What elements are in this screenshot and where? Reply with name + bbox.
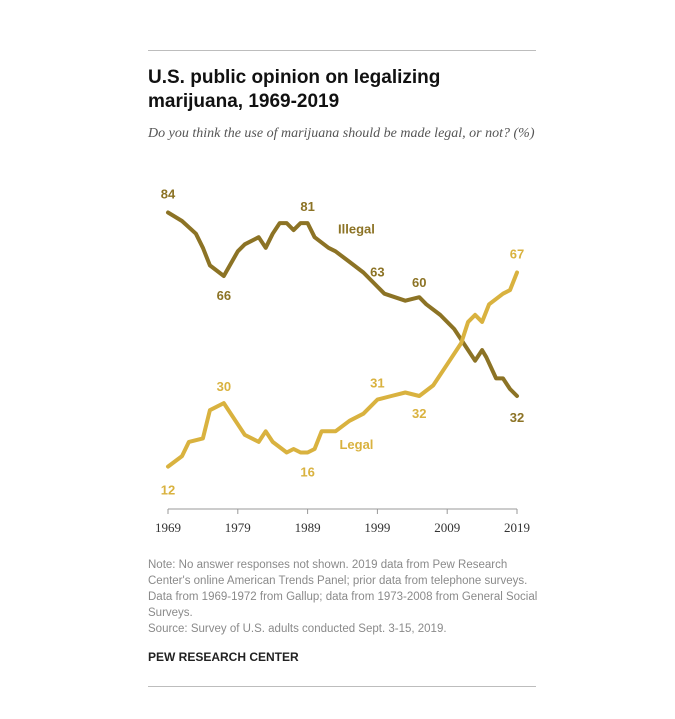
x-tick-label: 2009 [434, 520, 460, 535]
x-tick-label: 1979 [225, 520, 251, 535]
x-tick-label: 1999 [364, 520, 390, 535]
top-rule [148, 50, 536, 51]
chart-note: Note: No answer responses not shown. 201… [148, 557, 538, 637]
data-label: 81 [300, 199, 314, 214]
brand-label: PEW RESEARCH CENTER [148, 650, 299, 664]
x-tick-label: 1969 [155, 520, 181, 535]
x-tick-label: 1989 [295, 520, 321, 535]
data-label: 63 [370, 265, 384, 280]
data-label: 67 [510, 246, 524, 261]
chart-title: U.S. public opinion on legalizing mariju… [148, 67, 441, 112]
note-text: Note: No answer responses not shown. 201… [148, 559, 538, 619]
series-label-illegal: Illegal [338, 222, 375, 237]
data-label: 32 [412, 406, 426, 421]
source-text: Source: Survey of U.S. adults conducted … [148, 623, 447, 635]
bottom-rule [148, 686, 536, 687]
data-label: 12 [161, 483, 175, 498]
data-label: 32 [510, 410, 524, 425]
series-label-legal: Legal [339, 437, 373, 452]
data-label: 60 [412, 275, 426, 290]
data-label: 66 [217, 288, 231, 303]
data-label: 16 [300, 465, 314, 480]
data-label: 84 [161, 186, 176, 201]
data-label: 30 [217, 379, 231, 394]
data-label: 31 [370, 376, 384, 391]
series-line-illegal [166, 210, 519, 398]
x-tick-label: 2019 [504, 520, 530, 535]
series-line-legal [166, 270, 519, 469]
chart-subtitle: Do you think the use of marijuana should… [148, 126, 535, 141]
